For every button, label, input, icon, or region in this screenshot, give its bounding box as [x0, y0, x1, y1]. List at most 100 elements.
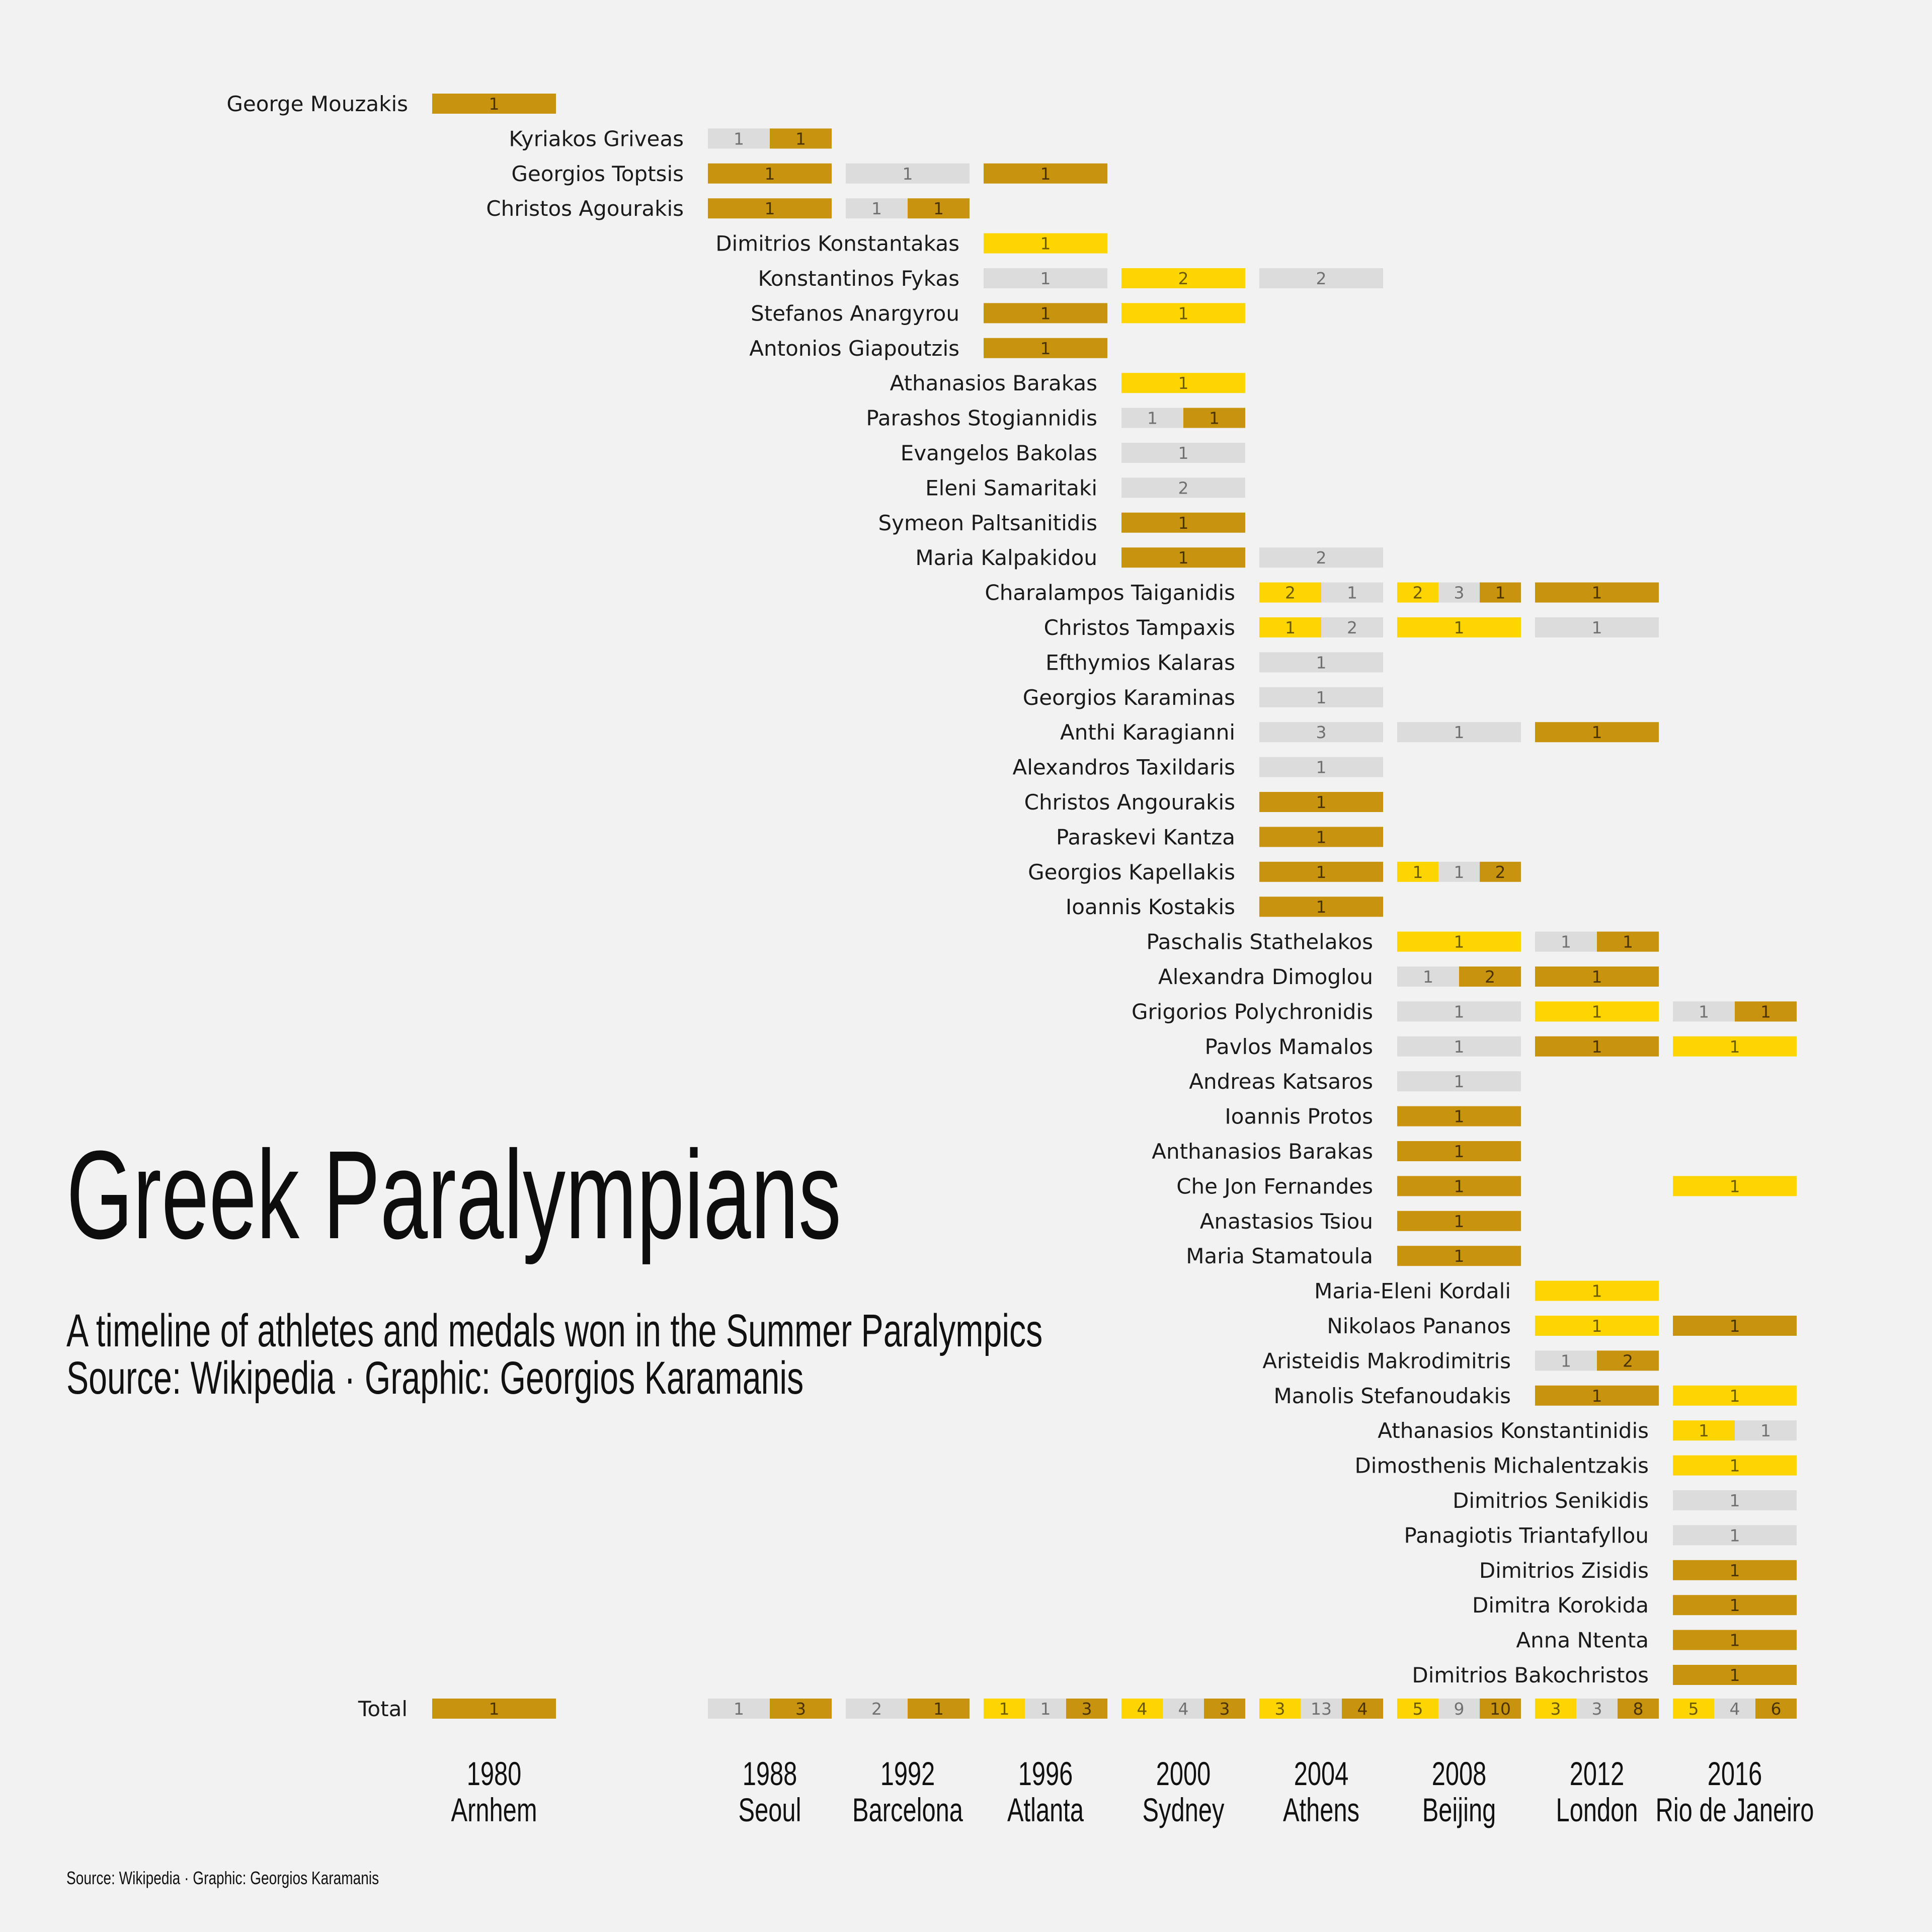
total-bar-silver-segment	[708, 1699, 770, 1719]
athlete-bar-gold-segment	[1121, 268, 1245, 288]
athlete-bar-silver-segment	[1259, 268, 1383, 288]
athlete-bar-gold-count: 1	[1730, 1456, 1740, 1476]
athlete-bar-bronze-count: 2	[1623, 1351, 1633, 1371]
athlete-bar-silver-count: 1	[1730, 1525, 1740, 1545]
athlete-bar-bronze-segment	[1259, 827, 1383, 847]
athlete-bar-silver-segment	[1397, 1071, 1521, 1092]
games-year-label: 2000	[1156, 1755, 1211, 1793]
athlete-name: George Mouzakis	[226, 92, 408, 116]
athlete-bar-silver-count: 2	[1347, 618, 1357, 637]
athlete-bar-silver-segment	[1673, 1525, 1797, 1546]
athlete-bar-gold-segment	[984, 233, 1107, 254]
athlete-bar-gold-segment	[1397, 931, 1521, 952]
athlete-bar-silver-count: 1	[1760, 1421, 1771, 1440]
athlete-bar-bronze-segment	[984, 163, 1107, 184]
athlete-bar-bronze-segment	[1535, 1036, 1659, 1057]
athlete-name: Aristeidis Makrodimitris	[1262, 1348, 1511, 1373]
total-bar-bronze-count: 3	[1220, 1699, 1230, 1719]
athlete-bar-bronze-segment	[1259, 792, 1383, 812]
games-city-label: Athens	[1283, 1792, 1359, 1829]
athlete-name: Maria Kalpakidou	[915, 545, 1097, 570]
athlete-bar-bronze-segment	[1673, 1560, 1797, 1580]
athlete-bar-gold-segment	[1535, 1001, 1659, 1022]
athlete-bar-bronze-segment	[1397, 1211, 1521, 1231]
athlete-bar-bronze-count: 1	[1316, 827, 1327, 847]
athlete-bar-gold-count: 2	[1178, 269, 1189, 288]
total-bar-bronze-count: 3	[1082, 1699, 1092, 1719]
athlete-bar-silver-count: 1	[1454, 722, 1465, 742]
athlete-name: Nikolaos Pananos	[1327, 1314, 1511, 1338]
games-year-label: 2016	[1708, 1755, 1762, 1793]
athlete-name: Eleni Samaritaki	[925, 475, 1097, 500]
games-year-label: 1980	[467, 1755, 522, 1793]
athlete-bar-gold-count: 1	[1040, 234, 1051, 254]
athlete-bar-bronze-count: 1	[765, 164, 775, 184]
athlete-bar-bronze-count: 1	[1730, 1665, 1740, 1685]
athlete-bar-silver-segment	[1321, 617, 1383, 637]
games-city-label: London	[1556, 1792, 1638, 1829]
athlete-bar-bronze-count: 1	[1316, 897, 1327, 917]
athlete-bar-bronze-segment	[1459, 967, 1521, 987]
athlete-bar-gold-count: 1	[1592, 1281, 1602, 1301]
athlete-name: Alexandros Taxildaris	[1013, 755, 1236, 780]
athlete-bar-gold-segment	[1397, 582, 1438, 603]
athlete-name: Georgios Kapellakis	[1028, 860, 1235, 884]
athlete-bar-bronze-segment	[1535, 967, 1659, 987]
athlete-bar-gold-segment	[1121, 373, 1245, 393]
page-title: Greek Paralympians	[66, 1124, 842, 1265]
athlete-bar-silver-segment	[1535, 931, 1597, 952]
total-bar-silver-segment	[1576, 1699, 1618, 1719]
athlete-name: Stefanos Anargyrou	[751, 301, 959, 326]
athlete-bar-gold-count: 1	[1592, 1002, 1602, 1021]
athlete-bar-bronze-segment	[1121, 547, 1245, 568]
athlete-bar-bronze-segment	[984, 303, 1107, 324]
athlete-bar-gold-segment	[1397, 861, 1438, 882]
total-bar-gold-count: 5	[1413, 1699, 1423, 1719]
total-bar-silver-segment	[1714, 1699, 1755, 1719]
total-bar-bronze-segment	[1204, 1699, 1245, 1719]
athlete-bar-bronze-count: 1	[1209, 409, 1220, 428]
athlete-bar-silver-segment	[1673, 1490, 1797, 1510]
athlete-bar-bronze-segment	[1535, 582, 1659, 603]
athlete-name: Kyriakos Griveas	[509, 126, 684, 151]
total-bar-silver-segment	[1163, 1699, 1204, 1719]
games-city-label: Atlanta	[1007, 1792, 1084, 1829]
total-bar-bronze-count: 1	[933, 1699, 944, 1719]
total-bar-bronze-segment	[908, 1699, 970, 1719]
athlete-bar-silver-count: 1	[1347, 583, 1357, 603]
athlete-bar-silver-segment	[1535, 1350, 1597, 1371]
athlete-bar-silver-count: 1	[1316, 758, 1327, 777]
footer-credit: Source: Wikipedia · Graphic: Georgios Ka…	[66, 1868, 379, 1888]
athlete-bar-bronze-count: 1	[1592, 583, 1602, 603]
athlete-bar-silver-segment	[1259, 652, 1383, 673]
athlete-bar-gold-segment	[1535, 1316, 1659, 1336]
athlete-name: Grigorios Polychronidis	[1132, 999, 1373, 1024]
athlete-name: Panagiotis Triantafyllou	[1404, 1523, 1649, 1548]
athlete-bar-bronze-count: 1	[1454, 1107, 1465, 1126]
athlete-bar-bronze-segment	[1535, 722, 1659, 743]
athlete-name: Christos Angourakis	[1024, 790, 1235, 815]
total-bar-silver-segment	[1438, 1699, 1480, 1719]
athlete-bar-gold-count: 2	[1285, 583, 1296, 603]
athlete-bar-silver-segment	[1397, 1036, 1521, 1057]
athlete-bar-bronze-count: 1	[1730, 1561, 1740, 1580]
athlete-name: Anastasios Tsiou	[1200, 1209, 1373, 1234]
athlete-bar-bronze-segment	[1480, 582, 1521, 603]
total-bar-gold-segment	[1397, 1699, 1438, 1719]
athlete-bar-bronze-segment	[1535, 1385, 1659, 1406]
athlete-bar-silver-count: 1	[1316, 688, 1327, 707]
athlete-name: Dimitrios Zisidis	[1479, 1558, 1649, 1583]
games-city-label: Seoul	[739, 1792, 801, 1829]
athlete-name: Alexandra Dimoglou	[1158, 964, 1373, 989]
total-bar-gold-count: 1	[999, 1699, 1010, 1719]
athlete-name: Pavlos Mamalos	[1204, 1034, 1373, 1059]
athlete-bar-bronze-count: 1	[765, 199, 775, 218]
athlete-bar-bronze-segment	[1259, 861, 1383, 882]
athlete-name: Efthymios Kalaras	[1045, 650, 1235, 675]
total-bar-silver-segment	[846, 1699, 908, 1719]
total-bar-silver-count: 4	[1178, 1699, 1189, 1719]
athlete-bar-bronze-count: 1	[933, 199, 944, 218]
athlete-bar-gold-segment	[1673, 1455, 1797, 1476]
total-bar-bronze-segment	[770, 1699, 832, 1719]
